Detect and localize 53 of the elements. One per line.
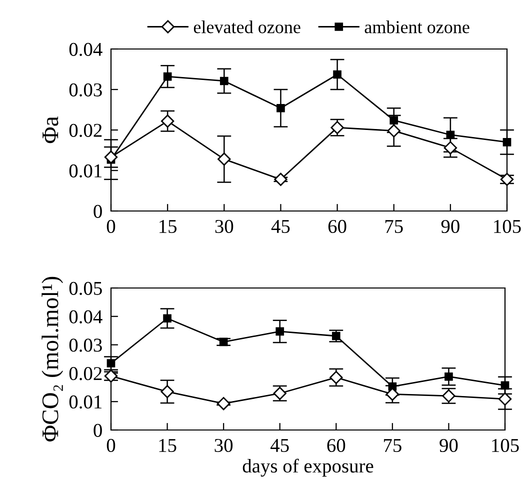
y-tick-label: 0.02 [69, 367, 102, 380]
point [160, 385, 174, 398]
y-tick-label: 0.01 [69, 395, 102, 409]
x-tick-label: 30 [214, 438, 233, 452]
x-tick-label: 0 [106, 438, 116, 452]
y-tick-label: 0 [94, 424, 102, 437]
point [387, 124, 400, 138]
point [163, 314, 172, 323]
x-tick-label: 60 [327, 438, 346, 452]
legend-label: elevated ozone [194, 20, 300, 34]
point [218, 152, 231, 166]
x-axis-title: days of exposure [242, 458, 374, 477]
x-tick-label: 0 [106, 220, 116, 234]
point [219, 338, 228, 346]
point [104, 369, 118, 383]
point [274, 172, 288, 186]
x-tick-label: 15 [160, 220, 177, 234]
x-tick-label: 45 [270, 439, 289, 452]
x-tick-label: 75 [384, 439, 402, 452]
y-tick-label: 0.01 [69, 164, 102, 178]
y-tick-label: 0.02 [69, 124, 102, 138]
x-tick-label: 60 [328, 220, 346, 234]
point [104, 150, 118, 164]
x-tick-label: 30 [215, 220, 234, 234]
point [444, 372, 453, 381]
y-tick-label: 0.04 [69, 42, 102, 56]
point [276, 104, 285, 112]
y-tick-label: 0.03 [69, 338, 102, 352]
point [216, 397, 230, 410]
point [332, 332, 340, 340]
x-tick-label: 105 [494, 220, 521, 234]
point [498, 392, 512, 406]
point [333, 70, 342, 79]
x-tick-label: 15 [159, 438, 176, 452]
y-tick-label: 0.04 [69, 310, 102, 324]
x-tick-label: 45 [271, 220, 290, 234]
y-axis-title: ΦCO₂ (mol.mol¹) [42, 276, 64, 442]
y-tick-label: 0.03 [69, 83, 102, 97]
x-tick-label: 90 [440, 438, 458, 452]
point [444, 141, 458, 154]
point [160, 114, 174, 128]
point [163, 72, 172, 81]
x-tick-label: 75 [385, 220, 403, 234]
x-tick-label: 90 [441, 220, 460, 234]
point [220, 76, 228, 86]
y-axis-title: Φa [42, 116, 58, 144]
point [276, 327, 284, 336]
point [106, 359, 116, 368]
x-tick-label: 105 [492, 438, 519, 452]
y-tick-label: 0.05 [69, 282, 102, 296]
legend-label: ambient ozone [364, 20, 470, 34]
y-tick-label: 0 [94, 204, 102, 218]
point [502, 138, 512, 146]
